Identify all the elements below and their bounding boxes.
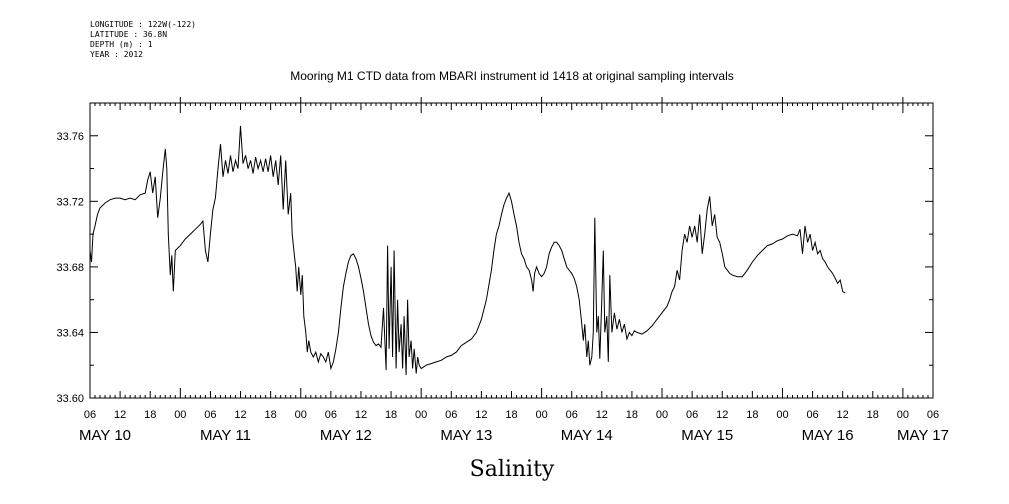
y-tick-label: 33.60 [56,393,84,405]
x-hour-tick-label: 06 [204,409,216,421]
x-day-label: MAY 13 [440,427,492,444]
depth-label: DEPTH (m) : 1 [90,40,153,49]
x-hour-tick-label: 12 [596,409,608,421]
x-day-label: MAY 17 [897,427,949,444]
plot-frame [89,102,934,399]
y-tick-label: 33.68 [56,262,84,274]
x-day-label: MAY 16 [802,427,854,444]
salinity-series-line [89,125,846,376]
x-hour-tick-label: 00 [174,409,186,421]
x-hour-tick-label: 06 [445,409,457,421]
x-hour-tick-label: 00 [656,409,668,421]
x-hour-tick-label: 18 [385,409,397,421]
axes-layer: 33.60 33.64 33.68 33.72 33.76 06 12 18 00 06 12 18 0… [56,97,949,444]
x-hour-tick-label: 12 [355,409,367,421]
x-hour-tick-label: 06 [806,409,818,421]
x-hour-tick-label: 06 [84,409,96,421]
x-hour-tick-label: 12 [234,409,246,421]
y-tick-label: 33.64 [56,327,84,339]
x-hour-tick-label: 06 [566,409,578,421]
x-hour-tick-label: 00 [535,409,547,421]
x-axis-label: Salinity [470,457,555,482]
x-hour-tick-label: 00 [897,409,909,421]
y-tick-label: 33.72 [56,196,84,208]
x-day-label: MAY 10 [79,427,131,444]
y-tick-label: 33.76 [56,131,84,143]
latitude-label: LATITUDE : 36.8N [90,30,168,39]
x-hour-tick-label: 12 [837,409,849,421]
x-hour-tick-label: 06 [927,409,939,421]
longitude-label: LONGITUDE : 122W(-122) [90,20,196,29]
x-hour-tick-label: 00 [415,409,427,421]
x-hour-tick-label: 06 [686,409,698,421]
x-hour-tick-label: 18 [505,409,517,421]
x-hour-tick-label: 12 [716,409,728,421]
x-hour-tick-label: 00 [295,409,307,421]
year-label: YEAR : 2012 [90,50,143,59]
x-hour-tick-label: 12 [475,409,487,421]
x-hour-tick-label: 18 [626,409,638,421]
x-day-label: MAY 12 [320,427,372,444]
x-hour-tick-label: 18 [746,409,758,421]
series-layer [89,125,846,376]
x-hour-tick-label: 18 [265,409,277,421]
x-hour-tick-label: 00 [776,409,788,421]
x-day-label: MAY 15 [681,427,733,444]
x-day-label: MAY 11 [200,427,251,444]
chart-title: Mooring M1 CTD data from MBARI instrumen… [290,69,734,83]
x-hour-tick-label: 18 [144,409,156,421]
x-hour-tick-label: 06 [325,409,337,421]
metadata-header: LONGITUDE : 122W(-122) LATITUDE : 36.8N … [90,20,196,60]
x-hour-tick-label: 18 [867,409,879,421]
x-hour-tick-label: 12 [114,409,126,421]
x-day-label: MAY 14 [561,427,613,444]
